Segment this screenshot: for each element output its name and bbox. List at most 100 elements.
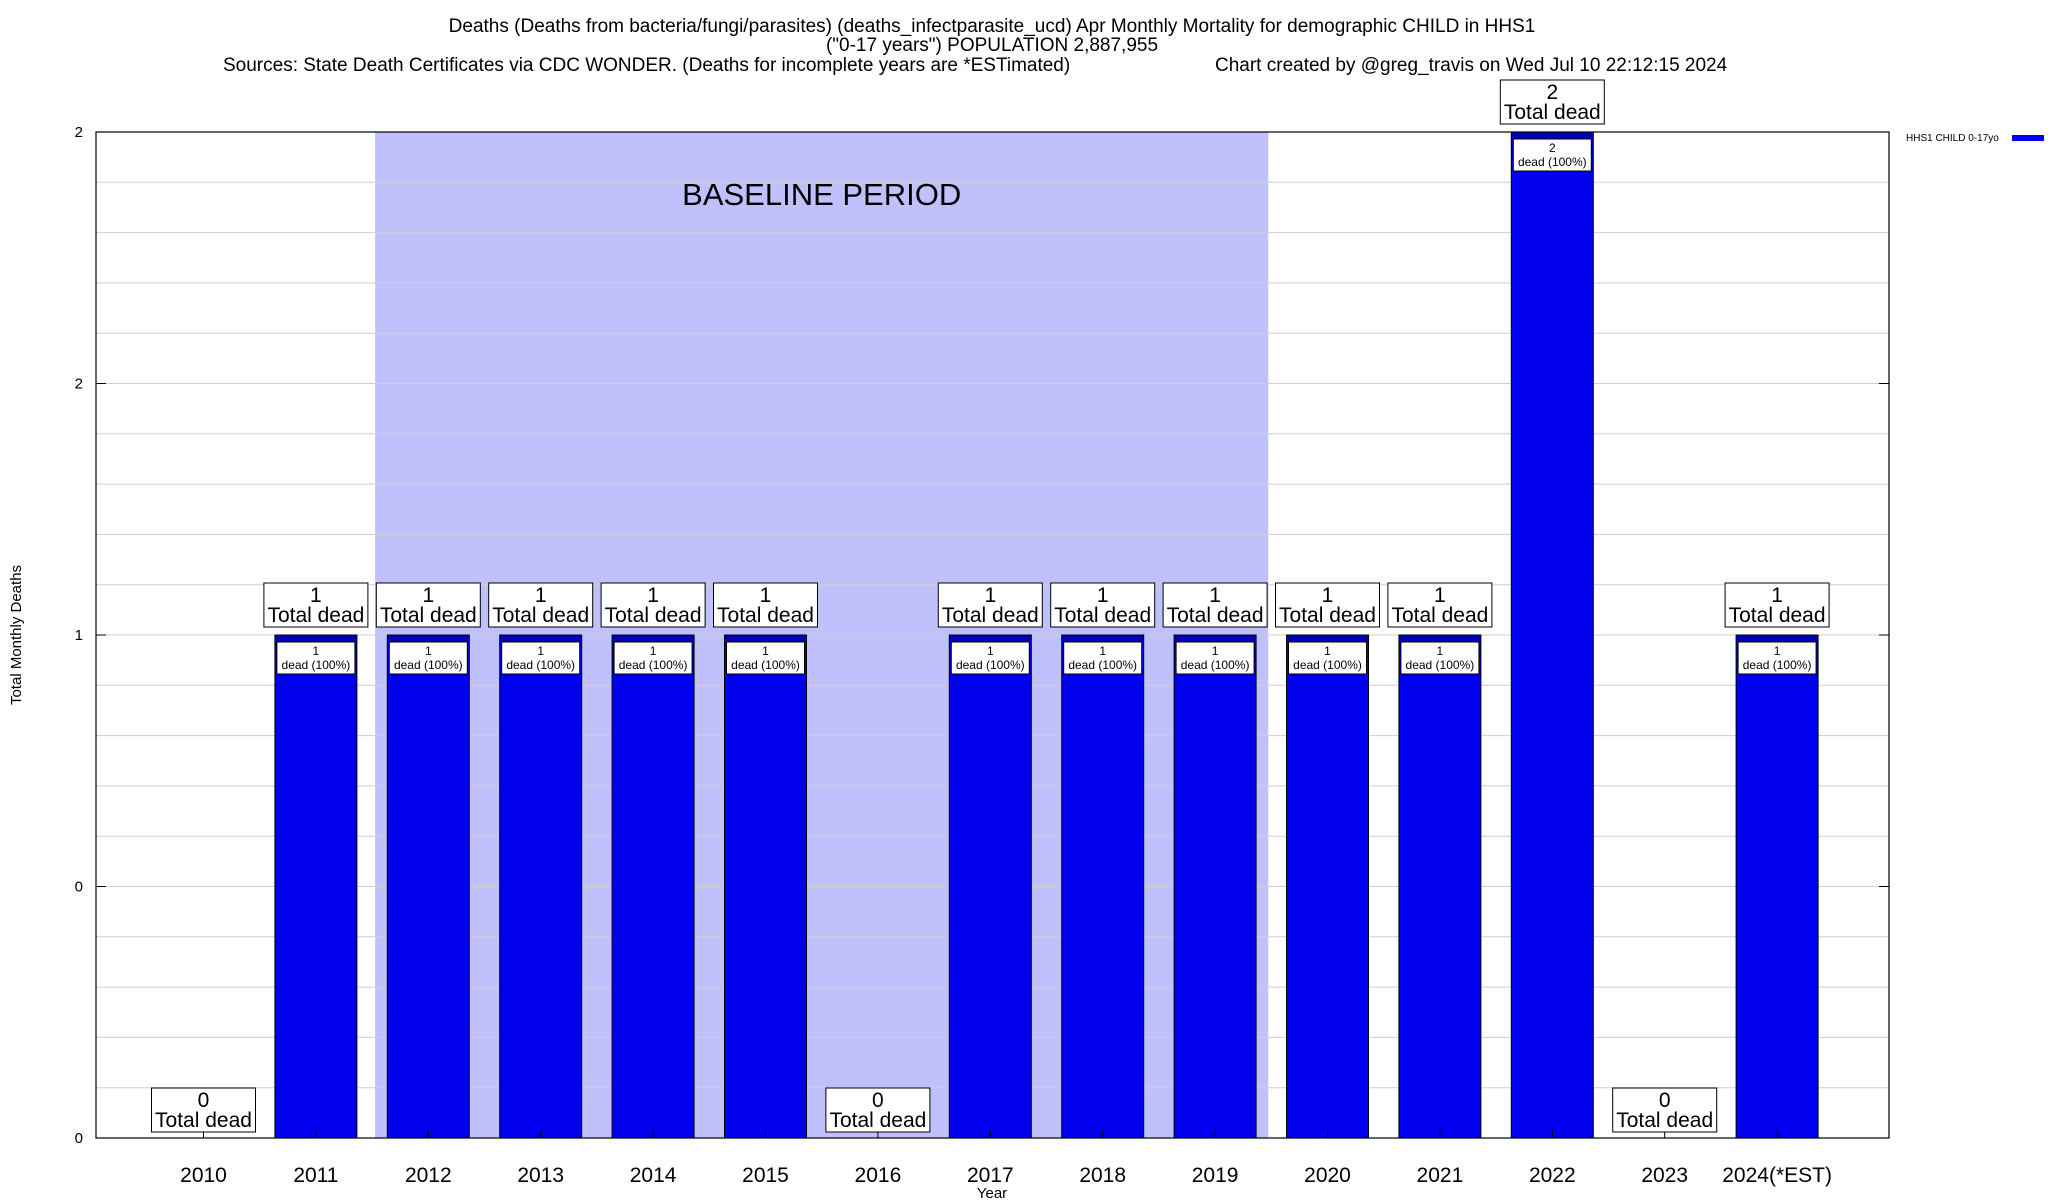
legend-swatch bbox=[2012, 135, 2044, 141]
bar-top-edge bbox=[275, 636, 356, 641]
x-tick-label: 2018 bbox=[1079, 1164, 1126, 1187]
bar-inner-value: 1 bbox=[650, 644, 657, 658]
x-tick-label: 2010 bbox=[180, 1164, 227, 1187]
total-label-box bbox=[1724, 582, 1830, 628]
total-label-box bbox=[937, 582, 1043, 628]
total-label-value: 0 bbox=[872, 1089, 884, 1112]
x-tick-label: 2024(*EST) bbox=[1722, 1164, 1832, 1187]
chart-sources: Sources: State Death Certificates via CD… bbox=[223, 55, 1070, 76]
total-label-value: 0 bbox=[198, 1089, 210, 1112]
bar-top-edge bbox=[725, 636, 806, 641]
chart-title-line2: ("0-17 years") POPULATION 2,887,955 bbox=[826, 35, 1158, 56]
bar-inner-pct: dead (100%) bbox=[1293, 658, 1362, 672]
bar-inner-pct: dead (100%) bbox=[1181, 658, 1250, 672]
total-label-text: Total dead bbox=[942, 604, 1039, 627]
total-label-value: 1 bbox=[647, 584, 659, 607]
total-label-value: 1 bbox=[422, 584, 434, 607]
bar-inner-value: 1 bbox=[1099, 644, 1106, 658]
bar-top-edge bbox=[1062, 636, 1143, 641]
bar-inner-value: 2 bbox=[1549, 141, 1556, 155]
bar-inner-label-box bbox=[1063, 641, 1143, 675]
bar-inner-value: 1 bbox=[1212, 644, 1219, 658]
x-tick-label: 2013 bbox=[517, 1164, 564, 1187]
bar bbox=[386, 634, 470, 1139]
bar-top-edge bbox=[1175, 636, 1256, 641]
baseline-period-label: BASELINE PERIOD bbox=[682, 177, 961, 212]
bar-inner-value: 1 bbox=[537, 644, 544, 658]
bar-inner-value: 1 bbox=[1324, 644, 1331, 658]
bar-inner-label-box bbox=[1512, 138, 1592, 172]
bar-top-edge bbox=[1737, 636, 1818, 641]
bar bbox=[1398, 634, 1482, 1139]
bar bbox=[1286, 634, 1369, 1139]
total-label-value: 1 bbox=[1097, 584, 1109, 607]
total-label-text: Total dead bbox=[1167, 604, 1264, 627]
bar-inner-value: 1 bbox=[987, 644, 994, 658]
bar-inner-pct: dead (100%) bbox=[1518, 155, 1587, 169]
bar bbox=[499, 634, 583, 1139]
chart-title-line1: Deaths (Deaths from bacteria/fungi/paras… bbox=[449, 16, 1536, 37]
total-label-value: 1 bbox=[535, 584, 547, 607]
total-label-text: Total dead bbox=[1279, 604, 1376, 627]
total-label-value: 1 bbox=[1771, 584, 1783, 607]
x-tick-label: 2021 bbox=[1417, 1164, 1464, 1187]
bar-top-edge bbox=[1287, 636, 1368, 641]
total-label-text: Total dead bbox=[155, 1109, 252, 1132]
bar-top-edge bbox=[500, 636, 581, 641]
bar-inner-pct: dead (100%) bbox=[731, 658, 800, 672]
x-tick-label: 2014 bbox=[630, 1164, 677, 1187]
total-label-text: Total dead bbox=[1504, 101, 1601, 124]
y-tick-label: 1 bbox=[75, 627, 83, 644]
legend-label: HHS1 CHILD 0-17yo bbox=[1906, 133, 1999, 144]
total-label-box bbox=[600, 582, 706, 628]
total-label-box bbox=[713, 582, 818, 628]
total-label-value: 1 bbox=[984, 584, 996, 607]
bar-inner-label-box bbox=[1288, 641, 1367, 675]
bar-inner-value: 1 bbox=[762, 644, 769, 658]
bar-top-edge bbox=[950, 636, 1031, 641]
total-label-text: Total dead bbox=[380, 604, 477, 627]
bar-inner-value: 1 bbox=[1437, 644, 1444, 658]
x-tick-label: 2023 bbox=[1641, 1164, 1688, 1187]
bar-inner-pct: dead (100%) bbox=[1743, 658, 1812, 672]
bar-top-edge bbox=[1399, 636, 1480, 641]
bar bbox=[1061, 634, 1145, 1139]
bar bbox=[1735, 634, 1819, 1139]
bar-inner-label-box bbox=[1400, 641, 1480, 675]
total-label-box bbox=[488, 582, 594, 628]
total-label-text: Total dead bbox=[829, 1109, 926, 1132]
chart-credit: Chart created by @greg_travis on Wed Jul… bbox=[1215, 55, 1728, 76]
total-label-value: 2 bbox=[1546, 81, 1558, 104]
total-label-box bbox=[1162, 582, 1268, 628]
bar-inner-label-box bbox=[501, 641, 581, 675]
total-label-text: Total dead bbox=[1391, 604, 1488, 627]
total-label-box bbox=[825, 1087, 931, 1133]
x-axis-label: Year bbox=[977, 1185, 1007, 1200]
bar-inner-pct: dead (100%) bbox=[394, 658, 463, 672]
x-tick-label: 2022 bbox=[1529, 1164, 1576, 1187]
bar bbox=[1510, 131, 1594, 1139]
bar-top-edge bbox=[1512, 133, 1593, 138]
bar-inner-label-box bbox=[1737, 641, 1817, 675]
total-label-box bbox=[263, 582, 369, 628]
total-label-text: Total dead bbox=[267, 604, 364, 627]
bar-inner-pct: dead (100%) bbox=[506, 658, 575, 672]
bar-inner-label-box bbox=[276, 641, 356, 675]
total-label-text: Total dead bbox=[605, 604, 702, 627]
y-tick-label: 2 bbox=[75, 124, 83, 141]
bar-inner-value: 1 bbox=[313, 644, 320, 658]
total-label-box bbox=[151, 1087, 256, 1133]
bar-inner-label-box bbox=[950, 641, 1030, 675]
bar-inner-value: 1 bbox=[425, 644, 432, 658]
bar-top-edge bbox=[388, 636, 469, 641]
total-label-value: 1 bbox=[1434, 584, 1446, 607]
total-label-text: Total dead bbox=[492, 604, 589, 627]
x-tick-label: 2012 bbox=[405, 1164, 452, 1187]
total-label-text: Total dead bbox=[1616, 1109, 1713, 1132]
x-tick-label: 2016 bbox=[855, 1164, 902, 1187]
total-label-value: 1 bbox=[310, 584, 322, 607]
total-label-text: Total dead bbox=[717, 604, 814, 627]
bar-inner-value: 1 bbox=[1774, 644, 1781, 658]
total-label-box bbox=[1499, 79, 1605, 125]
